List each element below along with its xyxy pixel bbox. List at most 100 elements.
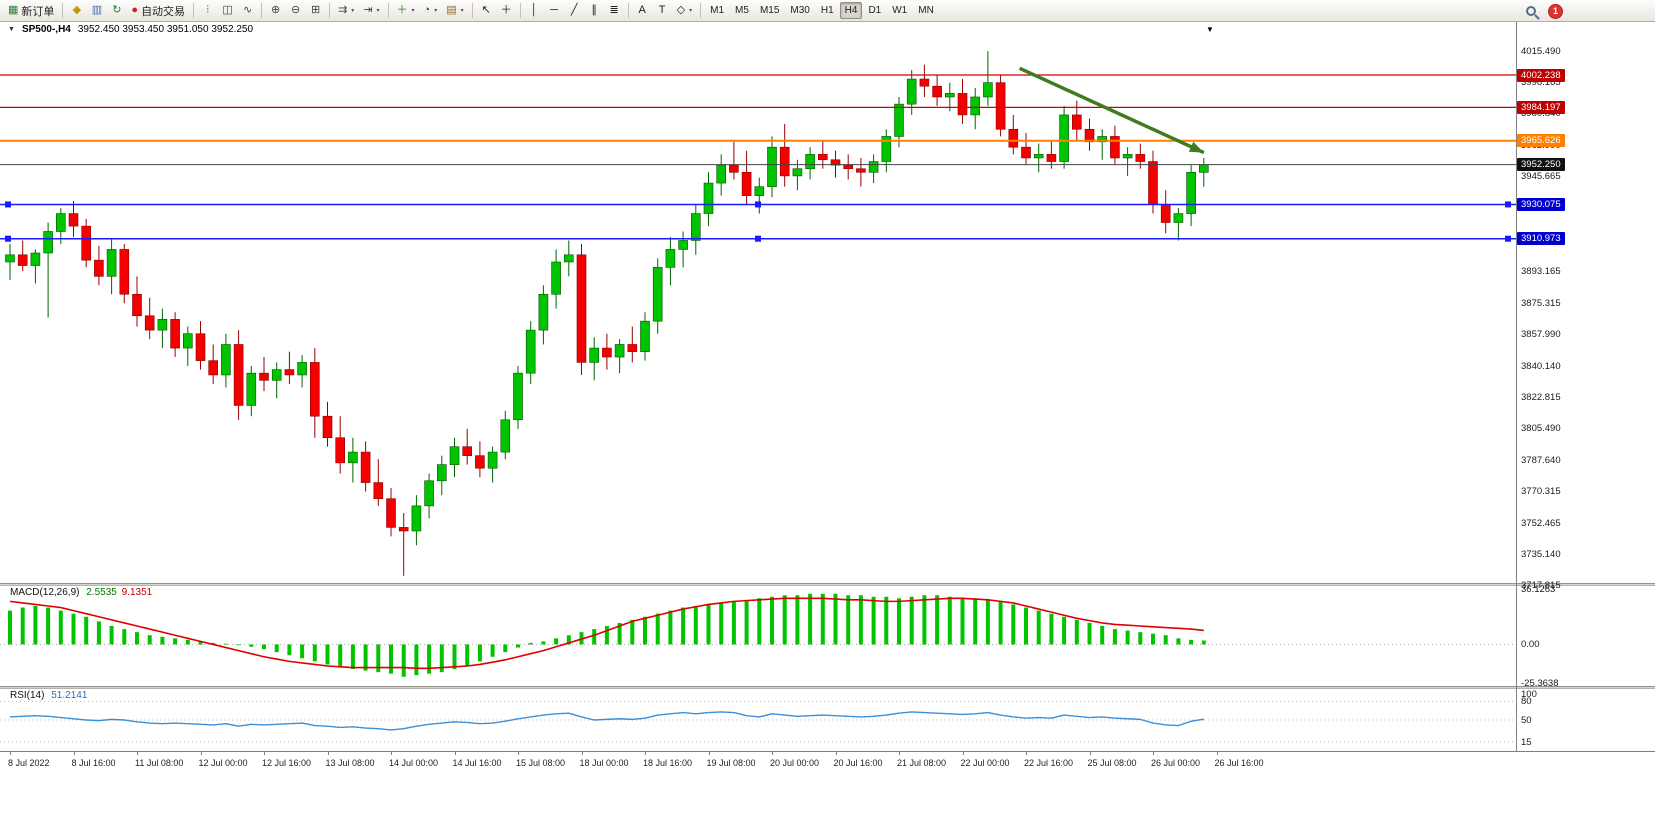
bars-chart-button[interactable]: ⫶ <box>198 1 217 20</box>
fibonacci-button[interactable]: ≣ <box>605 1 624 20</box>
price-line-label: 3965.626 <box>1517 134 1565 148</box>
candle <box>652 258 663 334</box>
trendline-button[interactable]: ╱ <box>565 1 584 20</box>
text-button[interactable]: A <box>633 1 652 20</box>
candle <box>195 321 206 370</box>
chart-symbol-timeframe: SP500-,H4 <box>21 24 71 35</box>
cursor-button[interactable]: ↖ <box>477 1 496 20</box>
chart-shift-icon: ⇥ <box>363 4 373 16</box>
timeframe-button-m30[interactable]: M30 <box>790 5 810 16</box>
line-handle[interactable] <box>5 201 11 208</box>
market-watch-button[interactable]: ◆ <box>67 1 86 20</box>
periods-icon: ◔ <box>423 4 431 16</box>
time-label: 18 Jul 16:00 <box>643 758 693 768</box>
price-tick: 4015.490 <box>1521 46 1561 58</box>
zoom-in-button[interactable]: ⊕ <box>266 1 285 20</box>
candle <box>779 123 790 187</box>
rsi-value: 51.2141 <box>51 690 88 701</box>
candle <box>449 437 460 478</box>
time-tick <box>73 752 75 755</box>
line-handle[interactable] <box>755 235 761 242</box>
navigator-button[interactable]: ↻ <box>107 1 126 20</box>
rsi-pane-splitter[interactable] <box>0 686 1655 689</box>
notification-badge[interactable]: 1 <box>1548 3 1563 19</box>
fibonacci-icon: ≣ <box>609 4 619 16</box>
toolbar-separator <box>193 3 195 18</box>
chart-title-bar: ▼ SP500-,H4 3952.450 3953.450 3951.050 3… <box>8 24 253 35</box>
horizontal-line-icon: ─ <box>550 4 559 16</box>
periods-button[interactable]: ◔ ▾ <box>420 1 442 20</box>
chart-shift-marker-icon[interactable]: ▼ <box>1206 25 1214 34</box>
candles-chart-button[interactable]: ◫ <box>218 1 237 20</box>
candle <box>538 285 549 345</box>
macd-pane-splitter[interactable] <box>0 583 1655 586</box>
label-button[interactable]: T <box>653 1 672 20</box>
line-chart-button[interactable]: ∿ <box>238 1 257 20</box>
candle <box>398 513 409 576</box>
candle <box>729 141 739 180</box>
zoom-out-button[interactable]: ⊖ <box>286 1 305 20</box>
auto-scroll-button[interactable]: ⇉ ▾ <box>334 1 358 20</box>
add-indicator-button[interactable]: ＋ ▾ <box>393 1 419 20</box>
candle <box>221 333 231 388</box>
timeframe-button-h1[interactable]: H1 <box>820 5 834 16</box>
arrows-button[interactable]: ◇ ▾ <box>673 1 696 20</box>
time-tick <box>200 752 202 755</box>
timeframe-button-m15[interactable]: M15 <box>759 5 780 16</box>
candle <box>1059 105 1069 169</box>
autotrading-button[interactable]: ● 自动交易 <box>127 1 189 20</box>
candle <box>386 487 396 537</box>
candle <box>322 401 333 447</box>
templates-button[interactable]: ▤ ▾ <box>442 1 467 20</box>
candle <box>678 231 688 268</box>
vertical-line-button[interactable]: │ <box>525 1 544 20</box>
timeframe-button-mn[interactable]: MN <box>918 5 934 16</box>
tile-windows-button[interactable]: ⊞ <box>306 1 325 20</box>
new-order-icon: ▦ <box>8 4 19 16</box>
time-tick <box>10 752 11 755</box>
search-icon[interactable] <box>1526 6 1536 16</box>
line-handle[interactable] <box>5 235 11 242</box>
chart-shift-button[interactable]: ⇥ ▾ <box>359 1 383 20</box>
candle <box>690 204 701 255</box>
line-handle[interactable] <box>1505 235 1511 242</box>
line-handle[interactable] <box>755 201 761 208</box>
toolbar-separator <box>62 3 64 18</box>
candle <box>81 218 91 268</box>
time-axis[interactable]: 8 Jul 2022 8 Jul 16:00 11 Jul 08:00 12 Jul … <box>0 751 1655 779</box>
time-tick <box>137 752 138 755</box>
time-label: 19 Jul 08:00 <box>706 758 756 768</box>
candle <box>970 88 981 130</box>
candle <box>297 355 307 388</box>
macd-indicator-canvas[interactable] <box>0 586 1516 686</box>
autotrading-icon: ● <box>131 4 139 16</box>
time-label: 13 Jul 08:00 <box>325 758 375 768</box>
rsi-indicator-canvas[interactable] <box>0 689 1516 751</box>
collapse-triangle-icon[interactable]: ▼ <box>8 26 15 33</box>
macd-axis-tick: 0.00 <box>1521 639 1540 651</box>
candle <box>1097 129 1107 160</box>
timeframe-button-w1[interactable]: W1 <box>892 5 908 16</box>
data-window-button[interactable]: ▥ <box>87 1 106 20</box>
crosshair-button[interactable]: ＋ <box>497 1 516 20</box>
candle <box>246 365 257 417</box>
time-tick <box>1089 752 1091 755</box>
timeframe-button-d1[interactable]: D1 <box>868 5 882 16</box>
horizontal-line-button[interactable]: ─ <box>545 1 564 20</box>
new-order-button[interactable]: ▦ 新订单 <box>4 1 58 20</box>
price-tick: 3735.140 <box>1521 549 1561 561</box>
time-tick <box>1216 752 1218 755</box>
timeframe-button-m5[interactable]: M5 <box>735 5 749 16</box>
timeframe-button-h4[interactable]: H4 <box>839 2 863 19</box>
line-handle[interactable] <box>1505 201 1511 208</box>
text-icon: A <box>638 4 646 16</box>
candle <box>144 297 155 340</box>
rsi-axis-tick: 50 <box>1521 715 1532 726</box>
trend-arrow[interactable] <box>1018 66 1205 155</box>
timeframe-button-m1[interactable]: M1 <box>710 5 725 16</box>
candle <box>259 357 269 392</box>
rsi-name: RSI(14) <box>10 690 45 701</box>
main-chart-canvas[interactable] <box>0 36 1516 583</box>
channel-button[interactable]: ∥ <box>585 1 604 20</box>
candle <box>614 339 625 374</box>
